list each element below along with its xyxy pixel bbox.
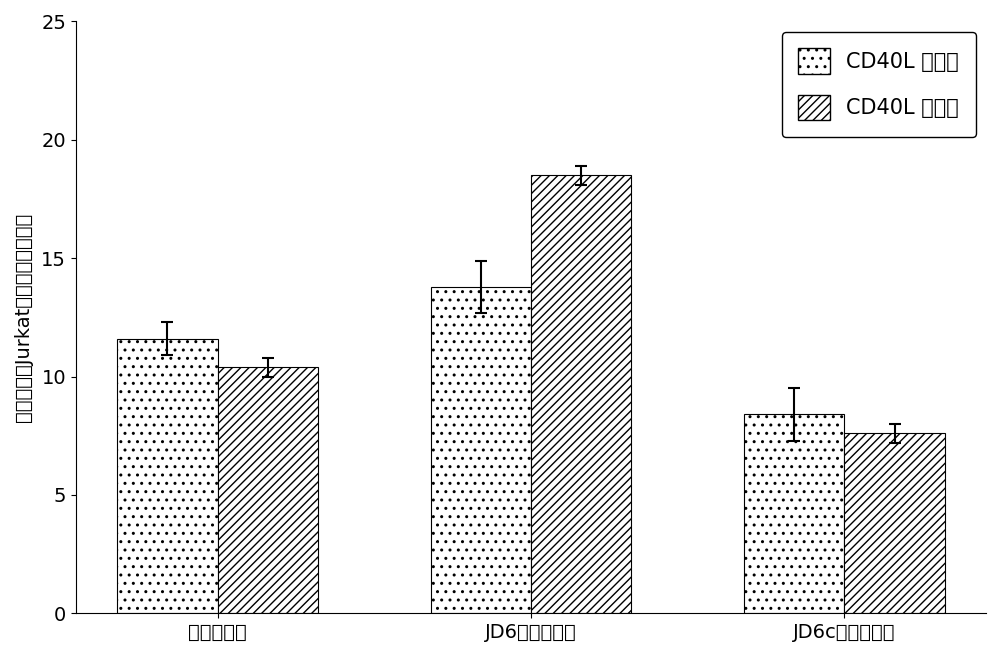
Bar	[844, 434, 945, 613]
Bar	[431, 287, 531, 613]
Bar	[531, 175, 631, 613]
Legend: CD40L 低表达, CD40L 高表达: CD40L 低表达, CD40L 高表达	[782, 31, 976, 137]
Bar	[117, 338, 218, 613]
Y-axis label: 脂质体结合Jurkat细胞平均荧光强度: 脂质体结合Jurkat细胞平均荧光强度	[14, 213, 33, 422]
Bar	[218, 367, 318, 613]
Bar	[744, 415, 844, 613]
